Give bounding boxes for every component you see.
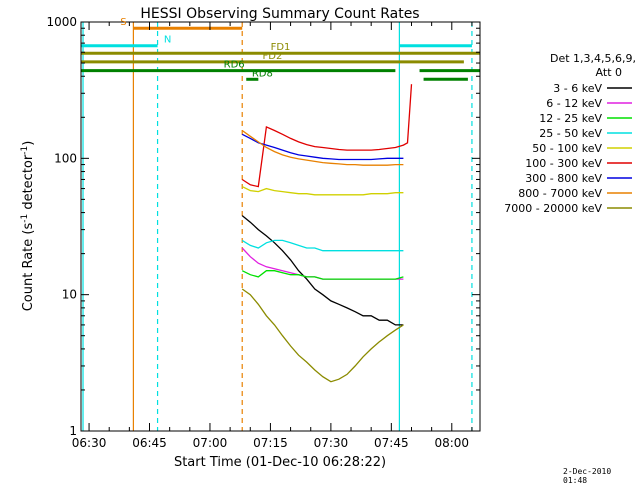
flag-label-fd2: FD2 <box>263 51 283 62</box>
series-line <box>241 186 404 196</box>
legend-header-1: Det 1,3,4,5,6,9, <box>550 52 636 65</box>
flag-label-rd6: RD6 <box>224 60 245 71</box>
legend-label: 7000 - 20000 keV <box>504 202 602 215</box>
flag-label-fd1: FD1 <box>271 42 291 53</box>
x-tick-label: 07:30 <box>314 436 349 450</box>
series-line <box>241 133 404 161</box>
x-tick-label: 07:00 <box>193 436 228 450</box>
legend-label: 100 - 300 keV <box>525 157 602 170</box>
x-tick-label: 07:45 <box>374 436 409 450</box>
chart-title: HESSI Observing Summary Count Rates <box>140 6 419 22</box>
series-line <box>241 84 413 188</box>
legend-label: 300 - 800 keV <box>525 172 602 185</box>
timestamp: 2-Dec-2010 01:48 <box>563 467 612 485</box>
y-tick-label: 100 <box>54 151 77 165</box>
x-tick-label: 06:30 <box>72 436 107 450</box>
legend-label: 3 - 6 keV <box>553 82 602 95</box>
y-tick-label: 10 <box>62 288 77 302</box>
x-tick-label: 08:00 <box>434 436 469 450</box>
series-line <box>241 270 404 280</box>
series-line <box>241 215 404 326</box>
series-line <box>241 288 404 383</box>
legend-label: 25 - 50 keV <box>539 127 602 140</box>
flag-label-s: S <box>120 17 126 28</box>
legend-label: 50 - 100 keV <box>532 142 602 155</box>
series-line <box>241 129 404 166</box>
legend: Det 1,3,4,5,6,9, Att 0 3 - 6 keV 6 - 12 k… <box>504 52 636 215</box>
legend-label: 6 - 12 keV <box>546 97 602 110</box>
x-tick-label: 06:45 <box>132 436 167 450</box>
series-line <box>241 247 404 280</box>
x-axis-label: Start Time (01-Dec-10 06:28:22) <box>174 455 386 470</box>
legend-header-2: Att 0 <box>596 66 622 79</box>
y-tick-label: 1000 <box>46 15 77 29</box>
x-tick-label: 07:15 <box>253 436 288 450</box>
y-axis-label: Count Rate (s-1 detector-1) <box>20 141 36 312</box>
legend-label: 800 - 7000 keV <box>518 187 602 200</box>
flag-label-n: N <box>164 35 171 46</box>
series-line <box>241 239 404 252</box>
legend-label: 12 - 25 keV <box>539 112 602 125</box>
flag-label-rd8: RD8 <box>252 68 273 79</box>
plot-frame <box>80 21 481 432</box>
y-tick-label: 1 <box>69 424 77 438</box>
